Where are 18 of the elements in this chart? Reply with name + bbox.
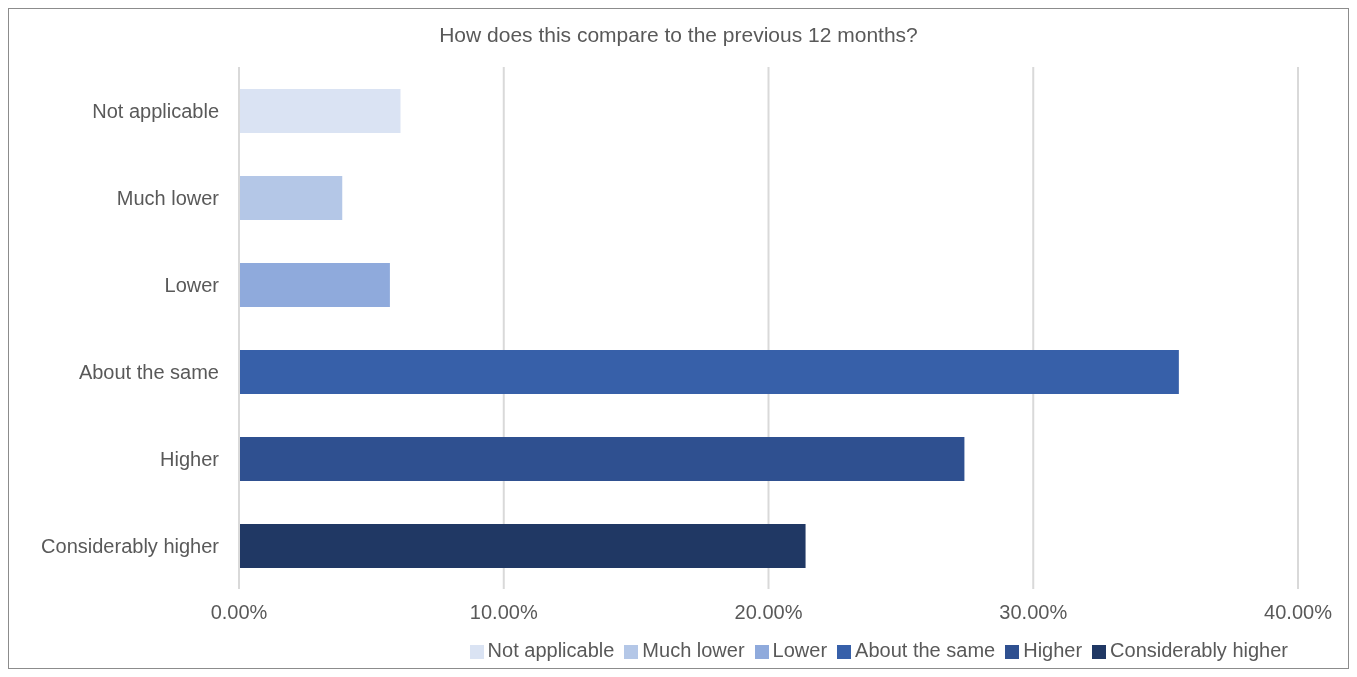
y-tick-label: Not applicable bbox=[92, 99, 219, 122]
y-tick-label: Considerably higher bbox=[41, 534, 220, 557]
legend-label: Much lower bbox=[642, 639, 745, 661]
legend-label: Not applicable bbox=[487, 639, 615, 661]
x-tick-label: 30.00% bbox=[999, 601, 1068, 624]
legend-label: About the same bbox=[855, 639, 996, 661]
y-tick-label: About the same bbox=[78, 360, 219, 383]
y-tick-label: Higher bbox=[160, 447, 220, 470]
x-tick-label: 20.00% bbox=[734, 601, 803, 624]
x-tick-label: 10.00% bbox=[469, 601, 538, 624]
legend-label: Considerably higher bbox=[1110, 639, 1288, 661]
legend-label: Higher bbox=[1023, 639, 1083, 661]
y-tick-label: Much lower bbox=[116, 186, 220, 209]
y-tick-label: Lower bbox=[164, 273, 220, 296]
chart-title: How does this compare to the previous 12 months? bbox=[438, 22, 919, 48]
x-tick-label: 0.00% bbox=[210, 601, 268, 624]
legend-label: Lower bbox=[772, 639, 828, 661]
x-tick-label: 40.00% bbox=[1264, 601, 1333, 624]
